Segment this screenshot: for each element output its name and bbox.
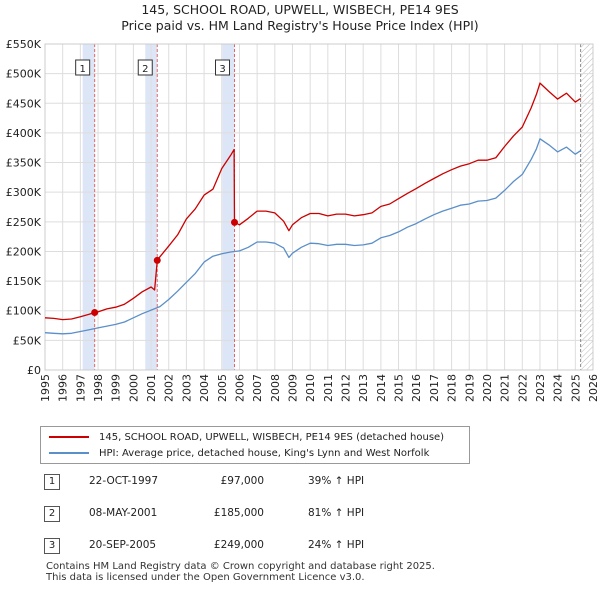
x-tick-label: 2010: [304, 374, 317, 402]
y-tick-label: £450K: [6, 97, 42, 110]
x-tick-label: 2023: [534, 374, 547, 402]
x-tick-label: 2025: [569, 374, 582, 402]
y-tick-label: £0: [27, 364, 41, 377]
x-tick-label: 2003: [180, 374, 193, 402]
x-tick-label: 1995: [39, 374, 52, 402]
row-price: £249,000: [213, 539, 264, 551]
x-tick-label: 2008: [269, 374, 282, 402]
y-tick-label: £250K: [6, 216, 42, 229]
row-hpi: 81% ↑ HPI: [308, 507, 365, 519]
x-tick-label: 2009: [286, 374, 299, 402]
x-tick-label: 2007: [251, 374, 264, 402]
row-date: 20-SEP-2005: [89, 539, 157, 551]
sale-label-3: 3: [219, 64, 225, 75]
x-tick-label: 2019: [463, 374, 476, 402]
price-chart: £0 £50K £100K £150K £200K £250K £300K £350K £400…: [6, 38, 600, 402]
series-line-hpi: [44, 138, 581, 335]
x-tick-label: 2005: [216, 374, 229, 402]
legend-label-property: 145, SCHOOL ROAD, UPWELL, WISBECH, PE14 …: [99, 431, 445, 443]
sale-label-2: 2: [142, 64, 148, 75]
sale-label-1: 1: [79, 64, 85, 75]
y-tick-label: £50K: [13, 334, 42, 347]
x-tick-label: 2022: [516, 374, 529, 402]
x-tick-label: 2012: [340, 374, 353, 402]
table-row: 2 08-MAY-2001 £185,000 81% ↑ HPI: [40, 506, 460, 524]
sale-marker-2: [153, 256, 161, 264]
plot-area: [45, 44, 593, 370]
row-price: £97,000: [220, 475, 264, 487]
y-tick-label: £500K: [6, 68, 42, 81]
x-tick-label: 2000: [127, 374, 140, 402]
x-tick-label: 2024: [552, 374, 565, 402]
footer-line-1: Contains HM Land Registry data © Crown c…: [46, 561, 435, 572]
x-tick-label: 2002: [163, 374, 176, 402]
plot-border: [44, 43, 594, 371]
sale-label-box-2: [137, 59, 153, 76]
x-tick-label: 2015: [393, 374, 406, 402]
y-tick-label: £100K: [6, 305, 42, 318]
row-badge: 3: [44, 538, 60, 554]
y-tick-label: £550K: [6, 38, 42, 51]
future-region: [580, 44, 593, 370]
x-tick-label: 2016: [410, 374, 423, 402]
sale-marker-3: [231, 218, 239, 226]
legend-label-hpi: HPI: Average price, detached house, King…: [99, 447, 430, 459]
x-tick-label: 1996: [57, 374, 70, 402]
sale-marker-1: [91, 309, 99, 317]
row-hpi: 24% ↑ HPI: [308, 539, 365, 551]
y-tick-label: £300K: [6, 186, 42, 199]
legend-swatch-hpi: [49, 452, 89, 454]
x-tick-label: 2026: [587, 374, 600, 402]
x-tick-label: 2006: [233, 374, 246, 402]
x-tick-label: 1998: [92, 374, 105, 402]
sale-label-box-1: [75, 59, 91, 76]
row-hpi: 39% ↑ HPI: [308, 475, 365, 487]
table-row: 3 20-SEP-2005 £249,000 24% ↑ HPI: [40, 538, 460, 556]
row-date: 08-MAY-2001: [89, 507, 158, 519]
row-date: 22-OCT-1997: [89, 475, 158, 487]
series-line-property: [44, 82, 581, 321]
x-tick-label: 1999: [110, 374, 123, 402]
x-tick-label: 2021: [499, 374, 512, 402]
row-badge: 1: [44, 474, 60, 490]
x-tick-label: 2018: [446, 374, 459, 402]
x-tick-label: 2013: [357, 374, 370, 402]
y-tick-label: £150K: [6, 275, 42, 288]
table-row: 1 22-OCT-1997 £97,000 39% ↑ HPI: [40, 474, 460, 492]
legend-item-property: 145, SCHOOL ROAD, UPWELL, WISBECH, PE14 …: [49, 430, 444, 444]
row-price: £185,000: [213, 507, 264, 519]
y-tick-label: £200K: [6, 245, 42, 258]
x-tick-label: 2004: [198, 374, 211, 402]
x-tick-label: 2001: [145, 374, 158, 402]
legend-item-hpi: HPI: Average price, detached house, King…: [49, 446, 429, 460]
sale-label-box-3: [215, 59, 231, 76]
footer-line-2: This data is licensed under the Open Gov…: [46, 572, 365, 583]
legend-swatch-property: [49, 436, 89, 438]
x-tick-label: 2020: [481, 374, 494, 402]
y-tick-label: £400K: [6, 127, 42, 140]
x-tick-label: 2014: [375, 374, 388, 402]
x-tick-label: 1997: [74, 374, 87, 402]
y-tick-label: £350K: [6, 157, 42, 170]
footer: Contains HM Land Registry data © Crown c…: [46, 561, 435, 583]
sale-band-1: [82, 44, 95, 370]
legend: 145, SCHOOL ROAD, UPWELL, WISBECH, PE14 …: [40, 426, 470, 464]
x-tick-label: 2017: [428, 374, 441, 402]
sale-band-3: [222, 44, 235, 370]
chart-subtitle: Price paid vs. HM Land Registry's House …: [121, 18, 479, 33]
chart-title: 145, SCHOOL ROAD, UPWELL, WISBECH, PE14 …: [141, 2, 459, 17]
row-badge: 2: [44, 506, 60, 522]
x-tick-label: 2011: [322, 374, 335, 402]
